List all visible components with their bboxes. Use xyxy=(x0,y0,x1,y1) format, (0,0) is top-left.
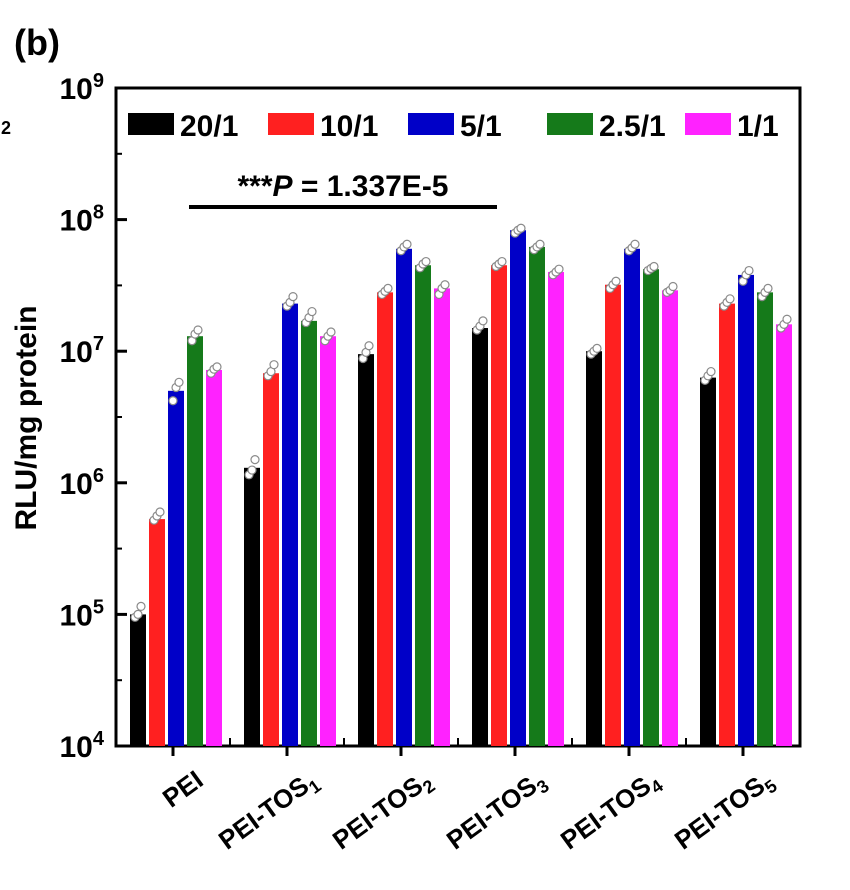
bar xyxy=(434,288,450,746)
data-point xyxy=(212,362,222,372)
data-point xyxy=(174,377,184,387)
significance-label: ***P = 1.337E-5 xyxy=(238,170,449,203)
legend-swatch xyxy=(408,113,454,135)
data-point xyxy=(782,314,792,324)
bar xyxy=(605,284,621,746)
bar xyxy=(244,467,260,746)
bar xyxy=(187,336,203,746)
legend-label: 10/1 xyxy=(320,110,378,143)
data-point xyxy=(288,291,298,302)
bar xyxy=(662,290,678,746)
data-point xyxy=(592,343,602,354)
bar xyxy=(719,303,735,746)
legend-swatch xyxy=(685,113,731,135)
y-tick-label: 105 xyxy=(60,596,105,632)
data-point xyxy=(269,360,279,370)
data-point xyxy=(725,294,735,304)
bar xyxy=(491,265,507,746)
x-tick-label: PEI-TOS3 xyxy=(441,764,553,858)
data-point xyxy=(421,256,431,267)
data-point xyxy=(478,316,488,326)
bar xyxy=(776,324,792,746)
data-point xyxy=(133,609,143,620)
data-point xyxy=(554,264,564,274)
data-point xyxy=(364,341,374,351)
data-point xyxy=(168,396,178,406)
data-point xyxy=(706,366,716,377)
legend-swatch xyxy=(547,113,593,135)
bar xyxy=(415,265,431,746)
bar xyxy=(377,292,393,746)
bar xyxy=(149,519,165,746)
legend-label: 5/1 xyxy=(460,110,502,143)
bar xyxy=(757,292,773,746)
y-tick-label: 106 xyxy=(60,465,105,501)
bar xyxy=(206,369,222,746)
cropped-edge-text: 2 xyxy=(1,118,11,138)
legend-label: 2.5/1 xyxy=(599,110,666,143)
bar xyxy=(624,248,640,746)
x-tick-label: PEI-TOS2 xyxy=(327,764,439,858)
data-point xyxy=(326,327,336,337)
legend-label: 20/1 xyxy=(180,110,238,143)
x-tick-label: PEI-TOS4 xyxy=(555,764,667,858)
data-point xyxy=(535,239,545,249)
x-tick-label: PEI xyxy=(157,764,209,813)
bar xyxy=(358,354,374,746)
data-point xyxy=(383,283,393,294)
bar xyxy=(738,274,754,746)
data-point xyxy=(668,281,678,292)
bar xyxy=(263,373,279,746)
data-point xyxy=(497,256,507,267)
bar xyxy=(301,320,317,746)
bar xyxy=(472,328,488,746)
bar xyxy=(586,351,602,746)
data-point xyxy=(630,239,640,249)
legend-label: 1/1 xyxy=(737,110,779,143)
y-tick-label: 108 xyxy=(60,202,105,238)
data-point xyxy=(247,465,257,475)
bar xyxy=(643,269,659,746)
bar xyxy=(396,248,412,746)
data-point xyxy=(193,325,203,335)
data-point xyxy=(649,261,659,272)
bar xyxy=(529,246,545,746)
data-point xyxy=(744,265,754,276)
legend-swatch xyxy=(268,113,314,135)
bar xyxy=(548,271,564,746)
data-point xyxy=(155,507,165,517)
data-point xyxy=(611,276,621,286)
bar xyxy=(130,614,146,746)
bar xyxy=(700,377,716,746)
bar xyxy=(510,230,526,746)
x-tick-label: PEI-TOS1 xyxy=(213,764,325,858)
y-tick-label: 109 xyxy=(60,70,105,106)
data-point xyxy=(402,239,412,249)
panel-label: (b) xyxy=(14,22,60,63)
data-point xyxy=(250,455,260,465)
bar xyxy=(320,336,336,746)
bar xyxy=(282,303,298,746)
data-point xyxy=(307,306,317,317)
x-tick-label: PEI-TOS5 xyxy=(669,764,781,858)
data-point xyxy=(136,601,146,612)
data-point xyxy=(763,283,773,294)
data-point xyxy=(516,223,526,233)
y-tick-label: 107 xyxy=(60,333,105,369)
legend-swatch xyxy=(128,113,174,135)
y-axis-label: RLU/mg protein xyxy=(10,306,43,531)
y-tick-label: 104 xyxy=(60,728,105,764)
data-point xyxy=(440,280,450,290)
bar xyxy=(168,390,184,746)
